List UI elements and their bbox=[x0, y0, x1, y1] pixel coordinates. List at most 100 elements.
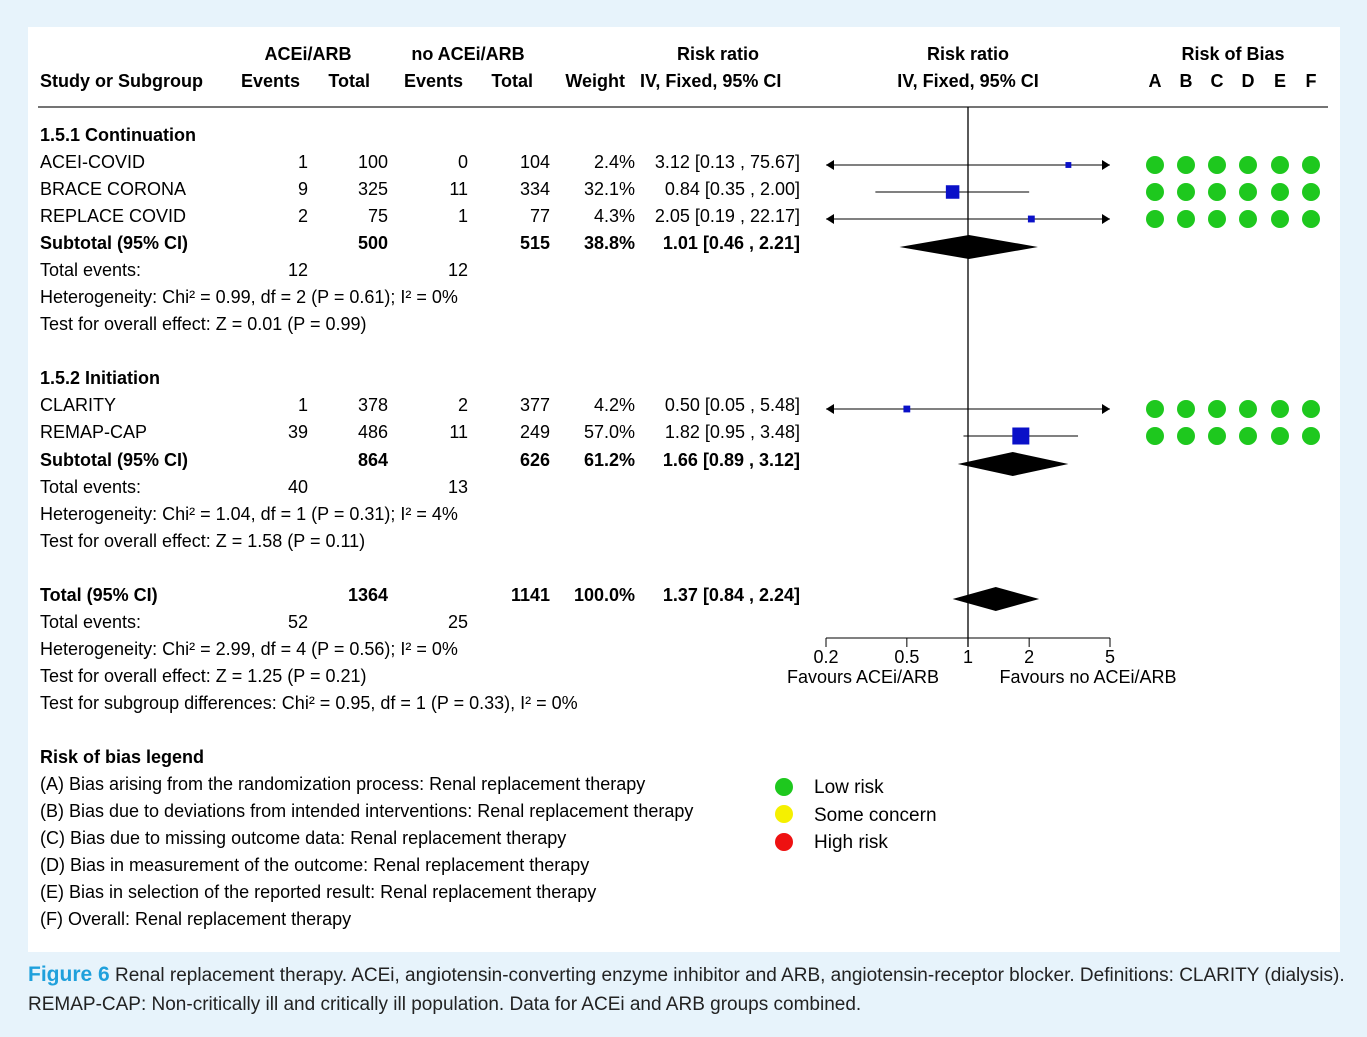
total-events1: 40 bbox=[287, 477, 308, 497]
risk-level-label: Some concern bbox=[814, 805, 937, 826]
rob-dot bbox=[1302, 183, 1320, 201]
rob-dot bbox=[1271, 400, 1289, 418]
x-tick-label: 0.5 bbox=[894, 647, 919, 667]
study-name: BRACE CORONA bbox=[40, 179, 187, 199]
weight-header: Weight bbox=[565, 71, 625, 91]
summary-diamond bbox=[952, 587, 1040, 611]
risk-level-dot bbox=[775, 778, 793, 796]
total1-cell: 325 bbox=[357, 179, 388, 199]
ci-arrow-left bbox=[826, 214, 834, 224]
risk-level-label: High risk bbox=[814, 832, 888, 853]
study-header: Study or Subgroup bbox=[40, 71, 203, 91]
rob-dot bbox=[1302, 427, 1320, 445]
rob-dot bbox=[1146, 400, 1164, 418]
heterogeneity-text: Heterogeneity: Chi² = 0.99, df = 2 (P = … bbox=[40, 287, 458, 307]
summary-diamond bbox=[899, 235, 1038, 259]
total-weight: 100.0% bbox=[573, 585, 635, 605]
subtotal-total2: 515 bbox=[519, 233, 550, 253]
total-events2: 25 bbox=[447, 612, 468, 632]
study-name: REMAP-CAP bbox=[40, 422, 148, 442]
events2-cell: 0 bbox=[457, 152, 468, 172]
group2-header: no ACEi/ARB bbox=[411, 44, 525, 64]
ci-cell: 1.82 [0.95 , 3.48] bbox=[664, 422, 800, 442]
rr-text-header-top: Risk ratio bbox=[676, 44, 760, 64]
legend-title: Risk of bias legend bbox=[40, 747, 205, 767]
ci-arrow-right bbox=[1102, 214, 1110, 224]
total2-cell: 377 bbox=[519, 395, 550, 415]
subtotal-label: Subtotal (95% CI) bbox=[40, 233, 189, 253]
study-name: CLARITY bbox=[40, 395, 117, 415]
weight-cell: 57.0% bbox=[583, 422, 635, 442]
total-events2: 13 bbox=[447, 477, 468, 497]
ci-cell: 2.05 [0.19 , 22.17] bbox=[654, 206, 800, 226]
total-events1: 12 bbox=[287, 260, 308, 280]
events2-cell: 1 bbox=[457, 206, 468, 226]
study-marker bbox=[1012, 427, 1030, 445]
rob-dot bbox=[1146, 427, 1164, 445]
rr-plot-header-bottom: IV, Fixed, 95% CI bbox=[897, 71, 1039, 91]
events1-cell: 9 bbox=[297, 179, 308, 199]
risk-level-dot bbox=[775, 833, 793, 851]
legend-item: (A) Bias arising from the randomization … bbox=[40, 774, 646, 794]
rob-dot bbox=[1239, 427, 1257, 445]
events1-cell: 39 bbox=[287, 422, 308, 442]
total2-cell: 334 bbox=[519, 179, 550, 199]
legend-item: (B) Bias due to deviations from intended… bbox=[40, 801, 694, 821]
subtotal-weight: 38.8% bbox=[583, 233, 635, 253]
total-events1: 52 bbox=[287, 612, 308, 632]
total-events-label: Total events: bbox=[40, 260, 142, 280]
ci-arrow-left bbox=[826, 160, 834, 170]
rob-letter: F bbox=[1306, 71, 1317, 91]
x-tick-label: 1 bbox=[963, 647, 973, 667]
study-name: REPLACE COVID bbox=[40, 206, 187, 226]
figure-label: Figure 6 bbox=[28, 963, 110, 986]
rob-dot bbox=[1208, 156, 1226, 174]
study-marker bbox=[1027, 215, 1035, 223]
rob-dot bbox=[1302, 400, 1320, 418]
events1-cell: 1 bbox=[297, 395, 308, 415]
total2-cell: 249 bbox=[519, 422, 550, 442]
risk-level-label: Low risk bbox=[814, 777, 884, 798]
rob-letter: D bbox=[1242, 71, 1255, 91]
rob-dot bbox=[1271, 183, 1289, 201]
rob-letter: A bbox=[1149, 71, 1162, 91]
subgroup-diff-text: Test for subgroup differences: Chi² = 0.… bbox=[40, 693, 578, 713]
total-label: Total (95% CI) bbox=[40, 585, 158, 605]
legend-item: (F) Overall: Renal replacement therapy bbox=[40, 909, 352, 929]
rob-dot bbox=[1208, 427, 1226, 445]
rob-dot bbox=[1302, 156, 1320, 174]
overall-effect-text: Test for overall effect: Z = 0.01 (P = 0… bbox=[40, 314, 367, 334]
rob-letter: B bbox=[1180, 71, 1193, 91]
heterogeneity-text: Heterogeneity: Chi² = 2.99, df = 4 (P = … bbox=[40, 639, 458, 659]
rob-dot bbox=[1177, 183, 1195, 201]
total-events2: 12 bbox=[447, 260, 468, 280]
total2-cell: 77 bbox=[529, 206, 550, 226]
summary-diamond bbox=[957, 452, 1069, 476]
total-total2: 1141 bbox=[510, 585, 550, 605]
favours-left-label: Favours ACEi/ARB bbox=[786, 667, 940, 687]
legend-item: (E) Bias in selection of the reported re… bbox=[40, 882, 597, 902]
rob-dot bbox=[1271, 210, 1289, 228]
study-marker bbox=[903, 405, 911, 413]
rob-dot bbox=[1302, 210, 1320, 228]
total1-cell: 378 bbox=[357, 395, 388, 415]
events2-header: Events bbox=[403, 71, 463, 91]
rob-dot bbox=[1239, 183, 1257, 201]
weight-cell: 2.4% bbox=[593, 152, 635, 172]
overall-effect-text: Test for overall effect: Z = 1.58 (P = 0… bbox=[40, 531, 366, 551]
total1-cell: 75 bbox=[367, 206, 388, 226]
total-events-label: Total events: bbox=[40, 612, 142, 632]
weight-cell: 4.3% bbox=[593, 206, 635, 226]
overall-effect-text: Test for overall effect: Z = 1.25 (P = 0… bbox=[40, 666, 367, 686]
subtotal-weight: 61.2% bbox=[583, 450, 635, 470]
weight-cell: 4.2% bbox=[593, 395, 635, 415]
total1-cell: 100 bbox=[357, 152, 388, 172]
rr-plot-header-top: Risk ratio bbox=[926, 44, 1010, 64]
rob-dot bbox=[1208, 183, 1226, 201]
rob-dot bbox=[1177, 400, 1195, 418]
rob-dot bbox=[1239, 156, 1257, 174]
total2-header: Total bbox=[491, 71, 533, 91]
study-name: ACEI-COVID bbox=[40, 152, 146, 172]
ci-cell: 0.84 [0.35 , 2.00] bbox=[664, 179, 800, 199]
events2-cell: 2 bbox=[457, 395, 468, 415]
